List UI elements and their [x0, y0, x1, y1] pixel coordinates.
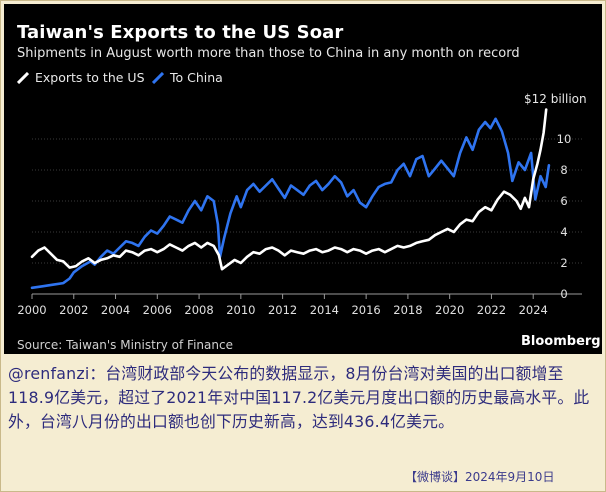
caption-text: @renfanzi：台湾财政部今天公布的数据显示，8月份台湾对美国的出口额增至1… [8, 364, 590, 431]
chart-subtitle: Shipments in August worth more than thos… [17, 46, 520, 61]
x-tick-label: 2010 [226, 303, 255, 317]
legend-swatch-china-icon [151, 71, 165, 84]
x-tick-label: 2018 [393, 303, 422, 317]
chart-plot: 2000 2002 2004 2006 2008 2010 2012 2014 2016 2018… [17, 108, 582, 317]
chart-title: Taiwan's Exports to the US Soar [17, 22, 344, 43]
x-tick-label: 2014 [310, 303, 339, 317]
y-tick-label: 4 [560, 225, 567, 239]
x-tick-label: 2002 [59, 303, 88, 317]
y-tick-label: 2 [560, 256, 567, 270]
chart-panel: 2000 2002 2004 2006 2008 2010 2012 2014 2016 2018… [4, 4, 602, 354]
legend-label-us: Exports to the US [35, 70, 145, 85]
footer-date: 【微博谈】2024年9月10日 [405, 470, 555, 484]
legend-item-us: Exports to the US [16, 70, 145, 85]
y-tick-label: 8 [560, 163, 567, 177]
x-tick-label: 2004 [101, 303, 130, 317]
x-tick-label: 2016 [351, 303, 380, 317]
x-tick-label: 2006 [143, 303, 172, 317]
legend-label-china: To China [170, 70, 223, 85]
x-tick-label: 2020 [435, 303, 464, 317]
x-tick-label: 2022 [477, 303, 506, 317]
x-tick-label: 2024 [519, 303, 548, 317]
x-tick-label: 2000 [17, 303, 46, 317]
y-tick-label: 10 [557, 132, 572, 146]
legend-swatch-us-icon [16, 71, 30, 84]
legend-item-china: To China [151, 70, 223, 85]
y-tick-label: 6 [560, 194, 567, 208]
x-tick-label: 2012 [268, 303, 297, 317]
bloomberg-logo: Bloomberg [521, 334, 601, 349]
x-tick-label: 2008 [184, 303, 213, 317]
y-axis-unit-label: $12 billion [524, 92, 587, 106]
source-note: Source: Taiwan's Ministry of Finance [17, 338, 233, 352]
series-line-us [30, 108, 548, 271]
y-tick-label: 0 [560, 287, 567, 301]
series-line-china [30, 117, 551, 290]
